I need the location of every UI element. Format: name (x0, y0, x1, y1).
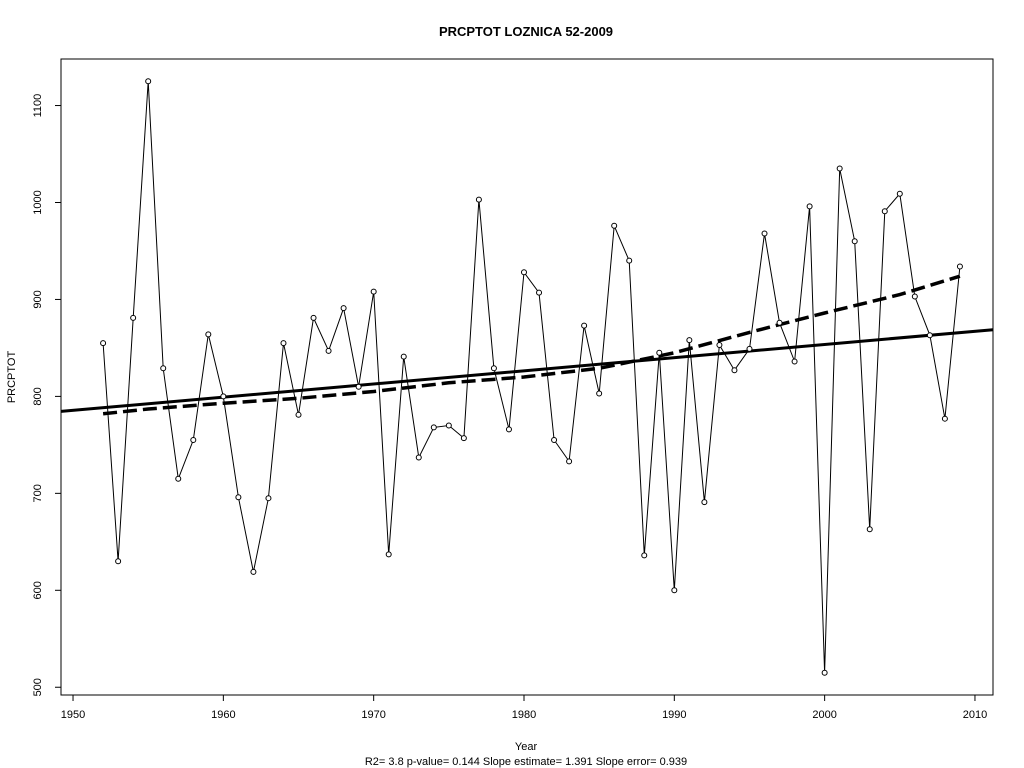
series-lines (60, 81, 994, 673)
data-point (490, 365, 497, 372)
data-point (445, 422, 452, 429)
data-point (190, 437, 197, 444)
data-point (160, 365, 167, 372)
data-point (310, 314, 317, 321)
observed-line (102, 81, 961, 673)
data-point (475, 196, 482, 203)
data-point (881, 208, 888, 215)
data-point (175, 475, 182, 482)
data-point (806, 203, 813, 210)
data-point (821, 669, 828, 676)
data-point (836, 165, 843, 172)
data-point (415, 454, 422, 461)
data-point (385, 551, 392, 558)
data-point (566, 458, 573, 465)
data-point (400, 353, 407, 360)
data-point (130, 314, 137, 321)
data-point (250, 568, 257, 575)
y-tick-label: 800 (32, 387, 44, 405)
y-axis: 500 600 700 800 900 1000 1100 (32, 94, 61, 696)
data-point (926, 332, 933, 339)
data-point (520, 269, 527, 276)
data-point (115, 558, 122, 565)
data-point (460, 435, 467, 442)
data-point (956, 263, 963, 270)
data-point (746, 345, 753, 352)
y-tick-label: 700 (32, 484, 44, 502)
data-point (536, 289, 543, 296)
data-point (370, 288, 377, 295)
y-axis-label: PRCPTOT (6, 351, 18, 404)
data-point (671, 587, 678, 594)
plot-frame (60, 58, 994, 696)
y-tick-label: 1000 (32, 190, 44, 214)
data-point (235, 494, 242, 501)
data-point (641, 552, 648, 559)
data-point (145, 78, 152, 85)
y-tick-label: 900 (32, 290, 44, 308)
data-point (656, 349, 663, 356)
x-tick-label: 1970 (361, 709, 385, 721)
data-point (325, 347, 332, 354)
data-point (596, 390, 603, 397)
smoothed-trend-line (102, 274, 961, 416)
x-tick-label: 2010 (963, 709, 987, 721)
data-point (505, 426, 512, 433)
data-point (626, 257, 633, 264)
data-point (941, 415, 948, 422)
y-tick-label: 600 (32, 581, 44, 599)
data-point (761, 230, 768, 237)
data-point (686, 337, 693, 344)
data-point (220, 393, 227, 400)
data-point (776, 319, 783, 326)
data-point (701, 499, 708, 506)
x-tick-label: 1960 (211, 709, 235, 721)
data-point (280, 340, 287, 347)
y-tick-label: 500 (32, 678, 44, 696)
data-point (205, 331, 212, 338)
data-point (581, 322, 588, 329)
data-point (340, 305, 347, 312)
data-point (551, 437, 558, 444)
data-point (791, 358, 798, 365)
x-tick-label: 1990 (662, 709, 686, 721)
data-points (100, 78, 963, 676)
data-point (100, 340, 107, 347)
x-axis-label: Year (515, 741, 538, 753)
chart-subtitle: R2= 3.8 p-value= 0.144 Slope estimate= 1… (365, 756, 687, 768)
x-tick-label: 2000 (812, 709, 836, 721)
data-point (731, 367, 738, 374)
y-tick-label: 1100 (32, 94, 44, 118)
data-point (355, 383, 362, 390)
x-tick-label: 1950 (61, 709, 85, 721)
data-point (430, 424, 437, 431)
data-point (851, 238, 858, 245)
x-axis: 1950 1960 1970 1980 1990 2000 2010 (61, 695, 987, 721)
data-point (911, 293, 918, 300)
data-point (896, 190, 903, 197)
data-point (265, 495, 272, 502)
linear-trend-line (60, 328, 994, 413)
chart-title: PRCPTOT LOZNICA 52-2009 (439, 24, 613, 39)
x-tick-label: 1980 (512, 709, 536, 721)
data-point (611, 222, 618, 229)
data-point (866, 526, 873, 533)
data-point (295, 411, 302, 418)
data-point (716, 342, 723, 349)
